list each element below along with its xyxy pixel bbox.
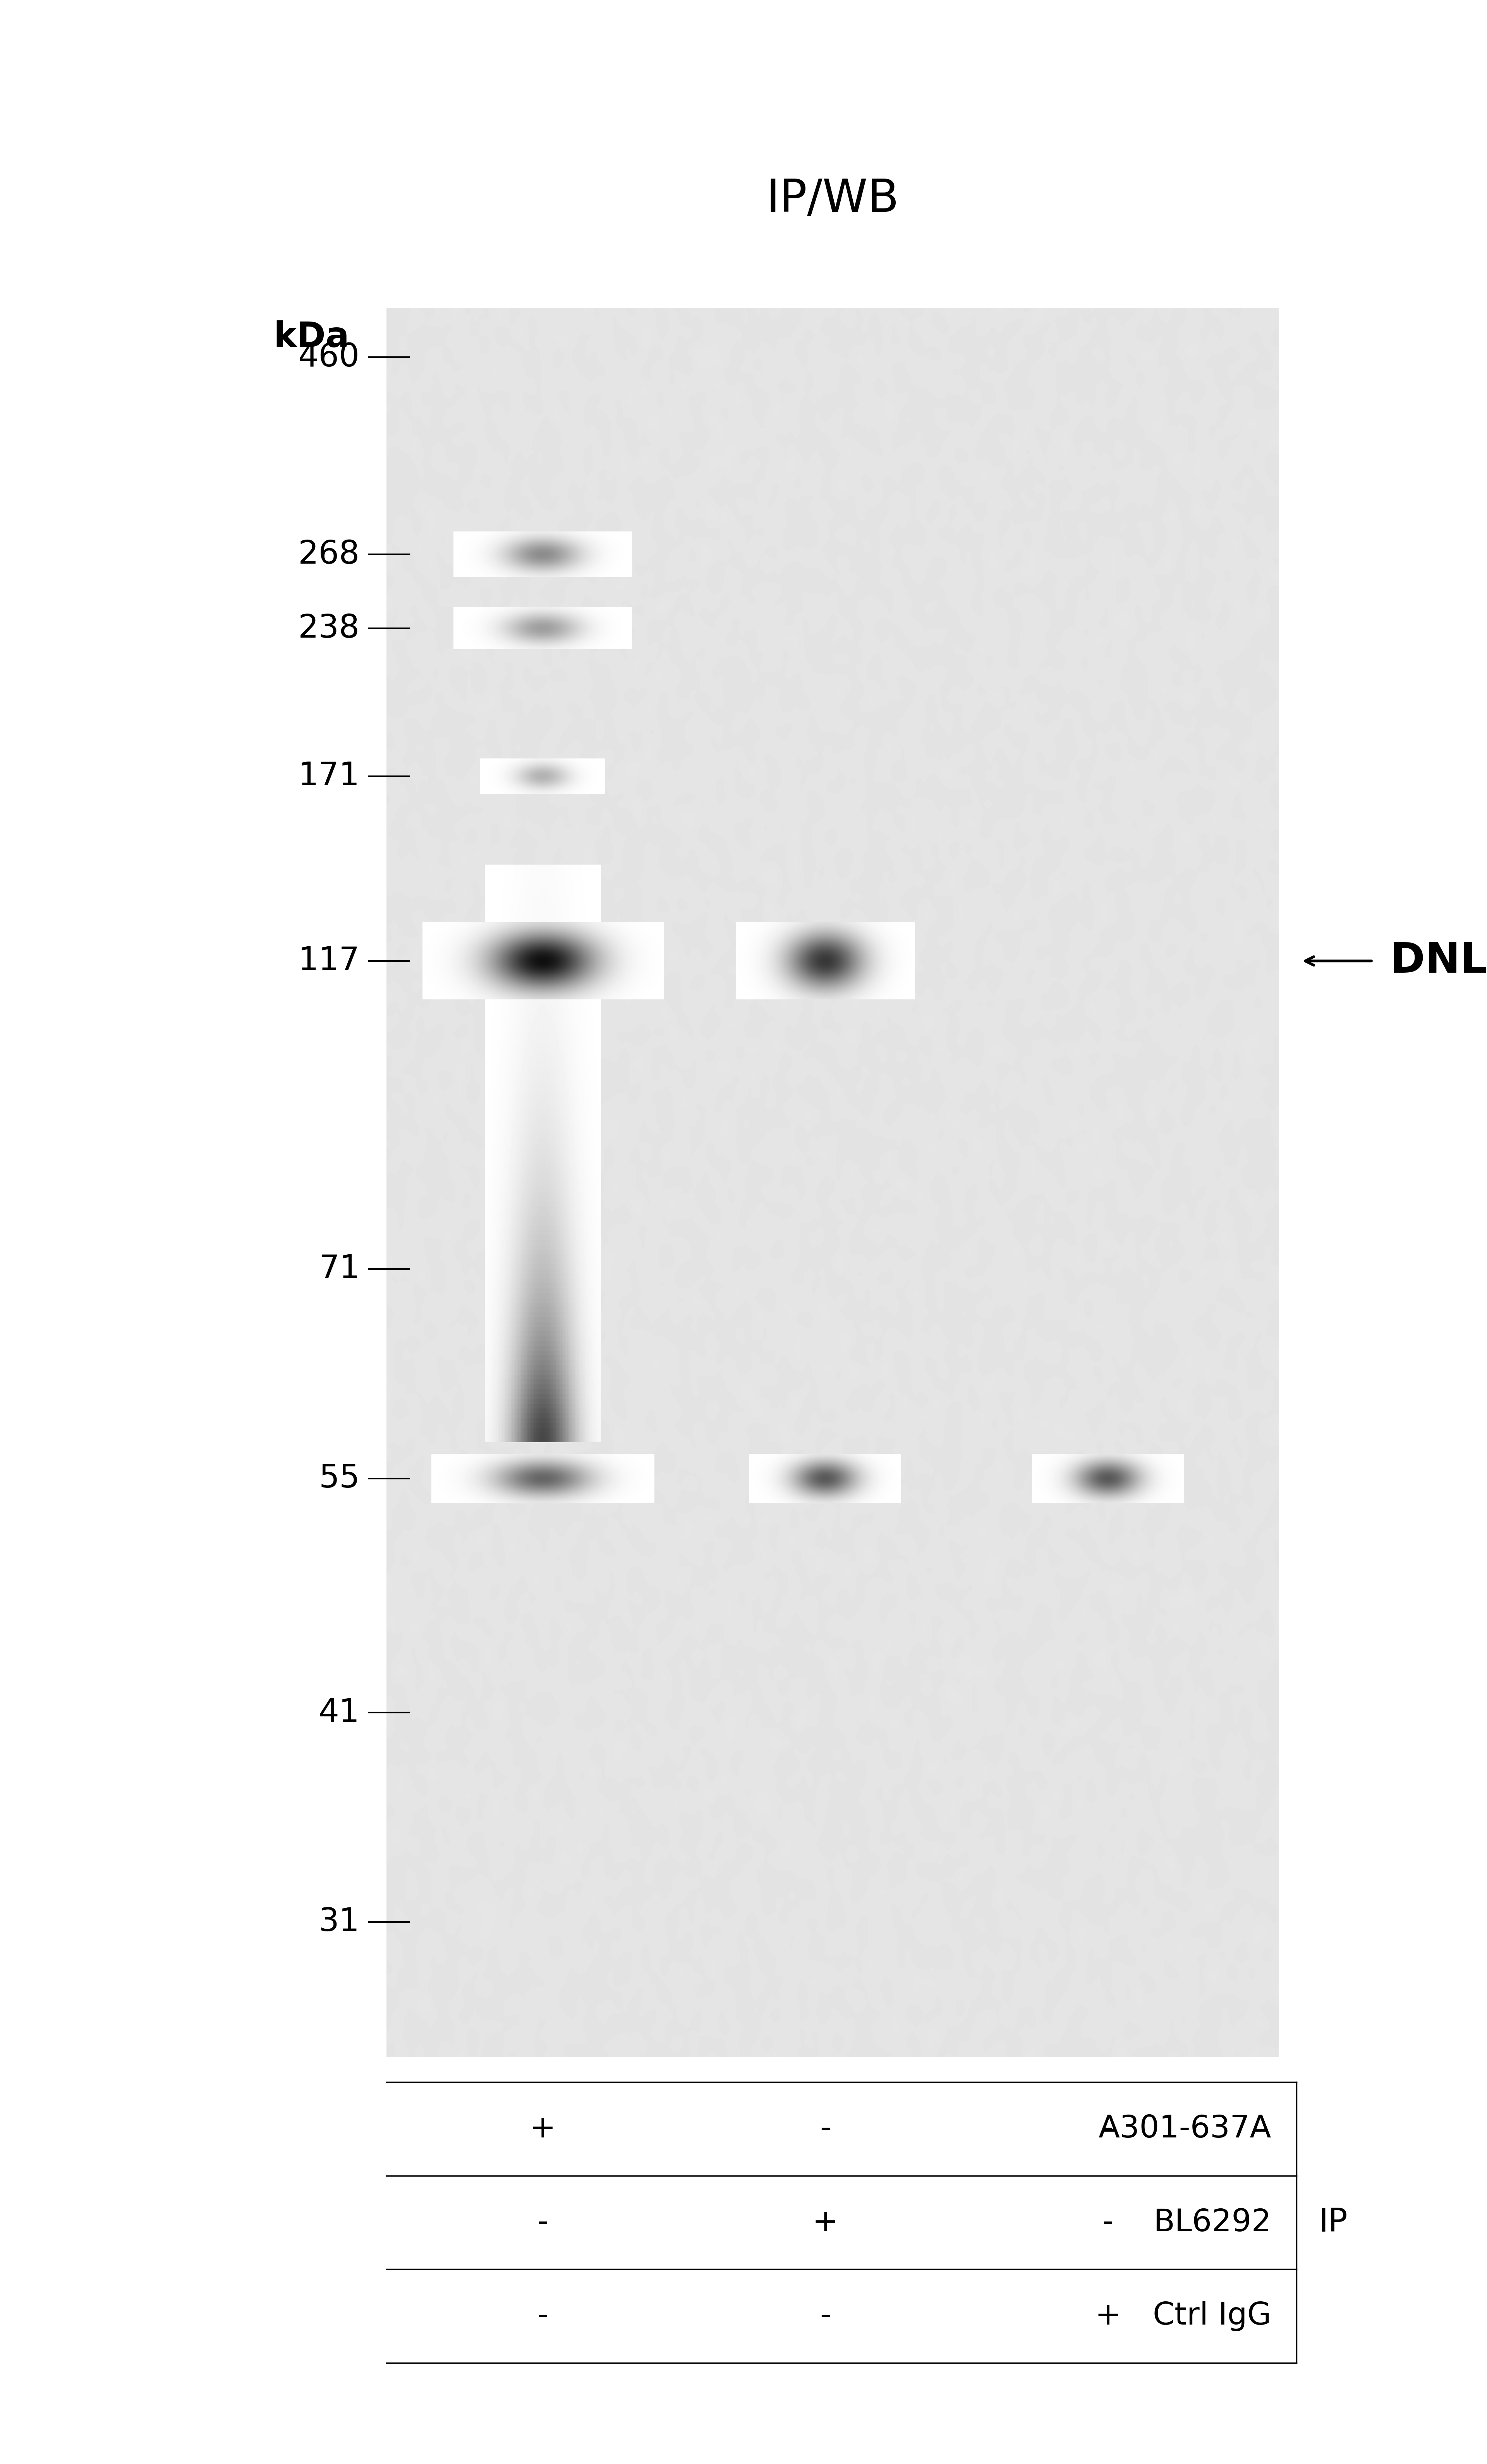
Text: +: + — [529, 2114, 556, 2144]
Text: -: - — [1102, 2208, 1114, 2237]
Text: 41: 41 — [318, 1698, 360, 1727]
Text: Ctrl IgG: Ctrl IgG — [1152, 2301, 1271, 2331]
Text: -: - — [819, 2301, 831, 2331]
Text: 55: 55 — [318, 1464, 360, 1493]
Text: -: - — [537, 2301, 549, 2331]
Text: +: + — [1094, 2301, 1121, 2331]
Text: kDa: kDa — [274, 320, 349, 355]
Text: IP/WB: IP/WB — [766, 177, 900, 222]
Text: 268: 268 — [297, 540, 360, 569]
Text: DNL3: DNL3 — [1390, 941, 1487, 981]
Text: 71: 71 — [318, 1254, 360, 1284]
Text: 238: 238 — [299, 614, 360, 643]
Text: -: - — [537, 2208, 549, 2237]
Text: -: - — [1102, 2114, 1114, 2144]
Text: 117: 117 — [297, 946, 360, 976]
Text: 31: 31 — [318, 1907, 360, 1937]
Text: 460: 460 — [299, 342, 360, 372]
Text: IP: IP — [1319, 2208, 1347, 2237]
Text: 171: 171 — [297, 761, 360, 791]
Text: +: + — [812, 2208, 839, 2237]
Text: A301-637A: A301-637A — [1099, 2114, 1271, 2144]
Text: BL6292: BL6292 — [1154, 2208, 1271, 2237]
Text: -: - — [819, 2114, 831, 2144]
